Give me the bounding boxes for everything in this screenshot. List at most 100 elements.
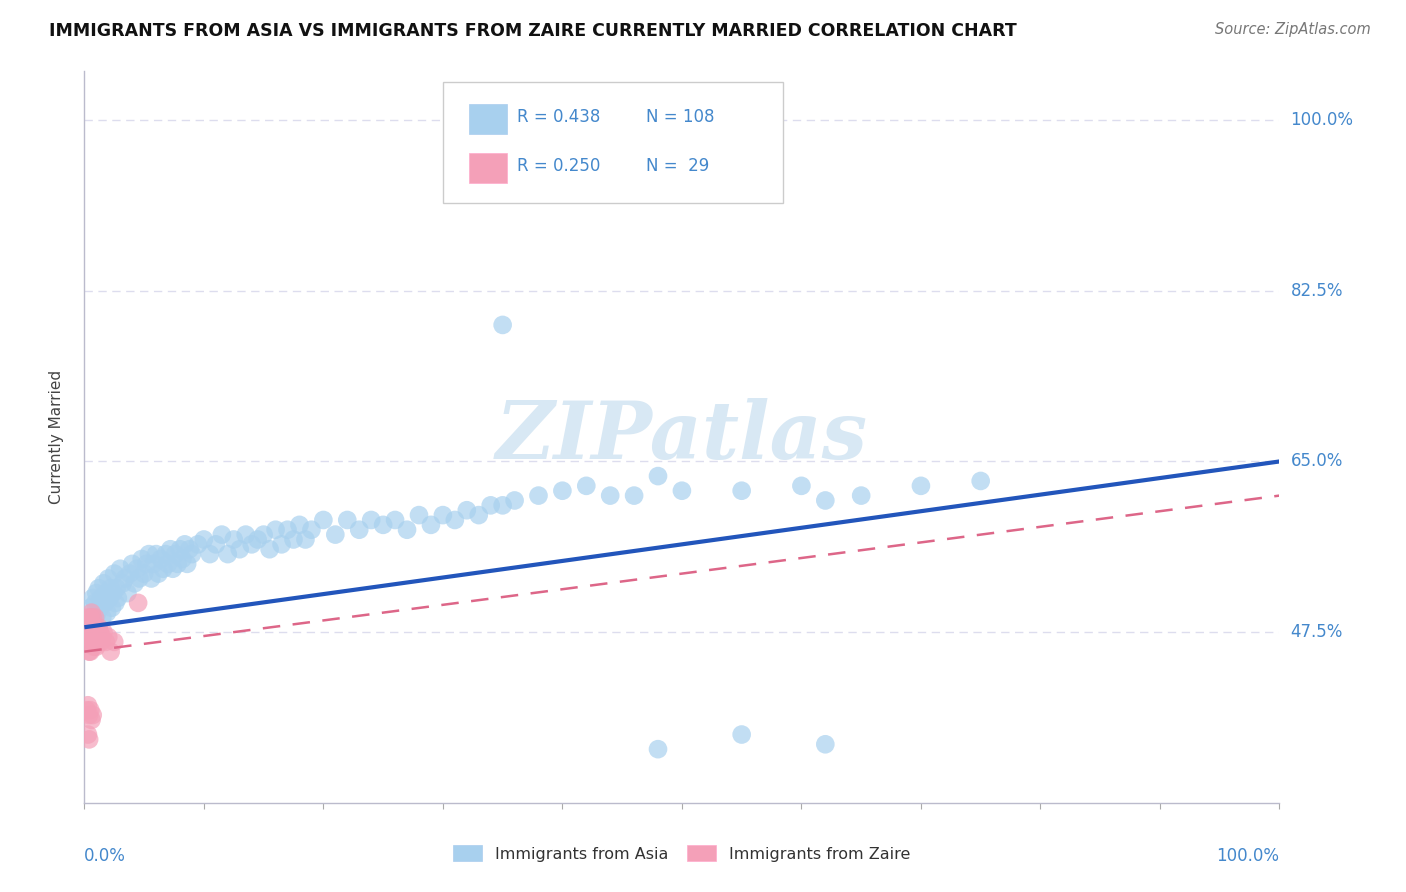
Text: N =  29: N = 29 — [647, 158, 709, 176]
Point — [90, 635, 112, 649]
Point — [288, 517, 311, 532]
Point — [82, 708, 104, 723]
Point — [77, 625, 100, 640]
Point — [145, 547, 167, 561]
Point — [114, 572, 136, 586]
Point — [270, 537, 292, 551]
Point — [117, 586, 139, 600]
Point — [814, 493, 837, 508]
Point — [80, 625, 103, 640]
Point — [176, 557, 198, 571]
Point — [217, 547, 239, 561]
Point — [468, 508, 491, 522]
Point — [83, 610, 105, 624]
Point — [246, 533, 269, 547]
Point — [93, 625, 115, 640]
Point — [277, 523, 299, 537]
Point — [94, 635, 117, 649]
Point — [82, 591, 104, 605]
Point — [94, 586, 117, 600]
Point — [77, 610, 100, 624]
Point — [79, 610, 101, 624]
Point — [152, 562, 174, 576]
Point — [479, 499, 502, 513]
Point — [165, 547, 187, 561]
Legend: Immigrants from Asia, Immigrants from Zaire: Immigrants from Asia, Immigrants from Za… — [447, 838, 917, 868]
Point — [373, 517, 395, 532]
Point — [77, 727, 100, 741]
Point — [155, 547, 177, 561]
Point — [87, 620, 110, 634]
Point — [138, 547, 160, 561]
Point — [259, 542, 281, 557]
Point — [336, 513, 359, 527]
Text: R = 0.438: R = 0.438 — [517, 109, 600, 127]
Point — [551, 483, 574, 498]
Point — [408, 508, 430, 522]
Point — [159, 542, 181, 557]
Point — [84, 596, 107, 610]
Point — [96, 606, 118, 620]
Point — [456, 503, 478, 517]
Point — [91, 610, 114, 624]
Point — [101, 586, 124, 600]
Point — [89, 600, 111, 615]
Point — [141, 572, 163, 586]
Point — [910, 479, 932, 493]
Point — [731, 727, 754, 741]
Text: 65.0%: 65.0% — [1291, 452, 1343, 470]
Point — [77, 698, 100, 713]
Point — [222, 533, 245, 547]
Point — [193, 533, 215, 547]
Point — [420, 517, 443, 532]
Point — [149, 552, 172, 566]
FancyBboxPatch shape — [470, 153, 508, 183]
Point — [97, 572, 120, 586]
Point — [264, 523, 287, 537]
Point — [731, 483, 754, 498]
Point — [349, 523, 371, 537]
Point — [647, 469, 669, 483]
Point — [229, 542, 252, 557]
Point — [575, 479, 598, 493]
Point — [79, 703, 101, 717]
Point — [90, 591, 112, 605]
Point — [187, 537, 209, 551]
Point — [444, 513, 467, 527]
Point — [162, 562, 184, 576]
Point — [128, 572, 150, 586]
Point — [110, 562, 132, 576]
Point — [623, 489, 645, 503]
Point — [89, 625, 111, 640]
Point — [169, 542, 191, 557]
Point — [77, 708, 100, 723]
Point — [671, 483, 693, 498]
Point — [283, 533, 305, 547]
Point — [93, 576, 115, 591]
Point — [79, 645, 101, 659]
Point — [98, 591, 121, 605]
Point — [77, 732, 100, 747]
Point — [127, 596, 149, 610]
Point — [86, 640, 108, 654]
Point — [492, 499, 515, 513]
Point — [77, 645, 100, 659]
Point — [148, 566, 170, 581]
Point — [503, 493, 526, 508]
Point — [76, 615, 98, 630]
Text: 100.0%: 100.0% — [1216, 847, 1279, 864]
Point — [124, 576, 146, 591]
Point — [198, 547, 221, 561]
Point — [84, 610, 107, 624]
Point — [87, 581, 110, 595]
Point — [396, 523, 419, 537]
Y-axis label: Currently Married: Currently Married — [49, 370, 63, 504]
Point — [100, 581, 122, 595]
Text: N = 108: N = 108 — [647, 109, 714, 127]
Point — [125, 562, 148, 576]
Point — [142, 557, 165, 571]
Point — [253, 527, 276, 541]
Point — [360, 513, 382, 527]
FancyBboxPatch shape — [443, 82, 783, 203]
Point — [118, 566, 141, 581]
